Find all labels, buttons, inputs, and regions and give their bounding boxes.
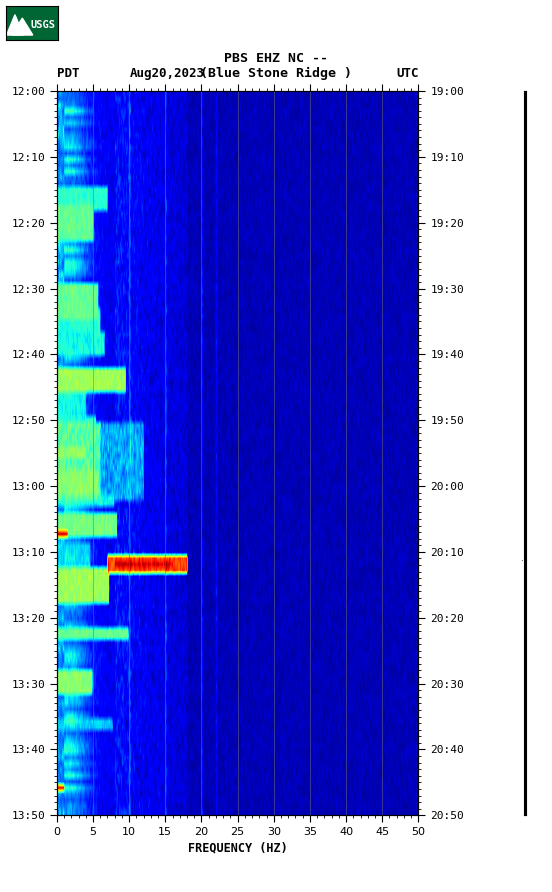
Text: ·: · (521, 558, 523, 566)
Polygon shape (7, 15, 23, 35)
Text: (Blue Stone Ridge ): (Blue Stone Ridge ) (200, 67, 352, 79)
Text: PBS EHZ NC --: PBS EHZ NC -- (224, 53, 328, 65)
Text: UTC: UTC (396, 67, 418, 79)
Polygon shape (12, 18, 33, 35)
X-axis label: FREQUENCY (HZ): FREQUENCY (HZ) (188, 841, 288, 855)
Text: USGS: USGS (31, 20, 56, 30)
Text: Aug20,2023: Aug20,2023 (130, 67, 205, 79)
Text: PDT: PDT (57, 67, 79, 79)
